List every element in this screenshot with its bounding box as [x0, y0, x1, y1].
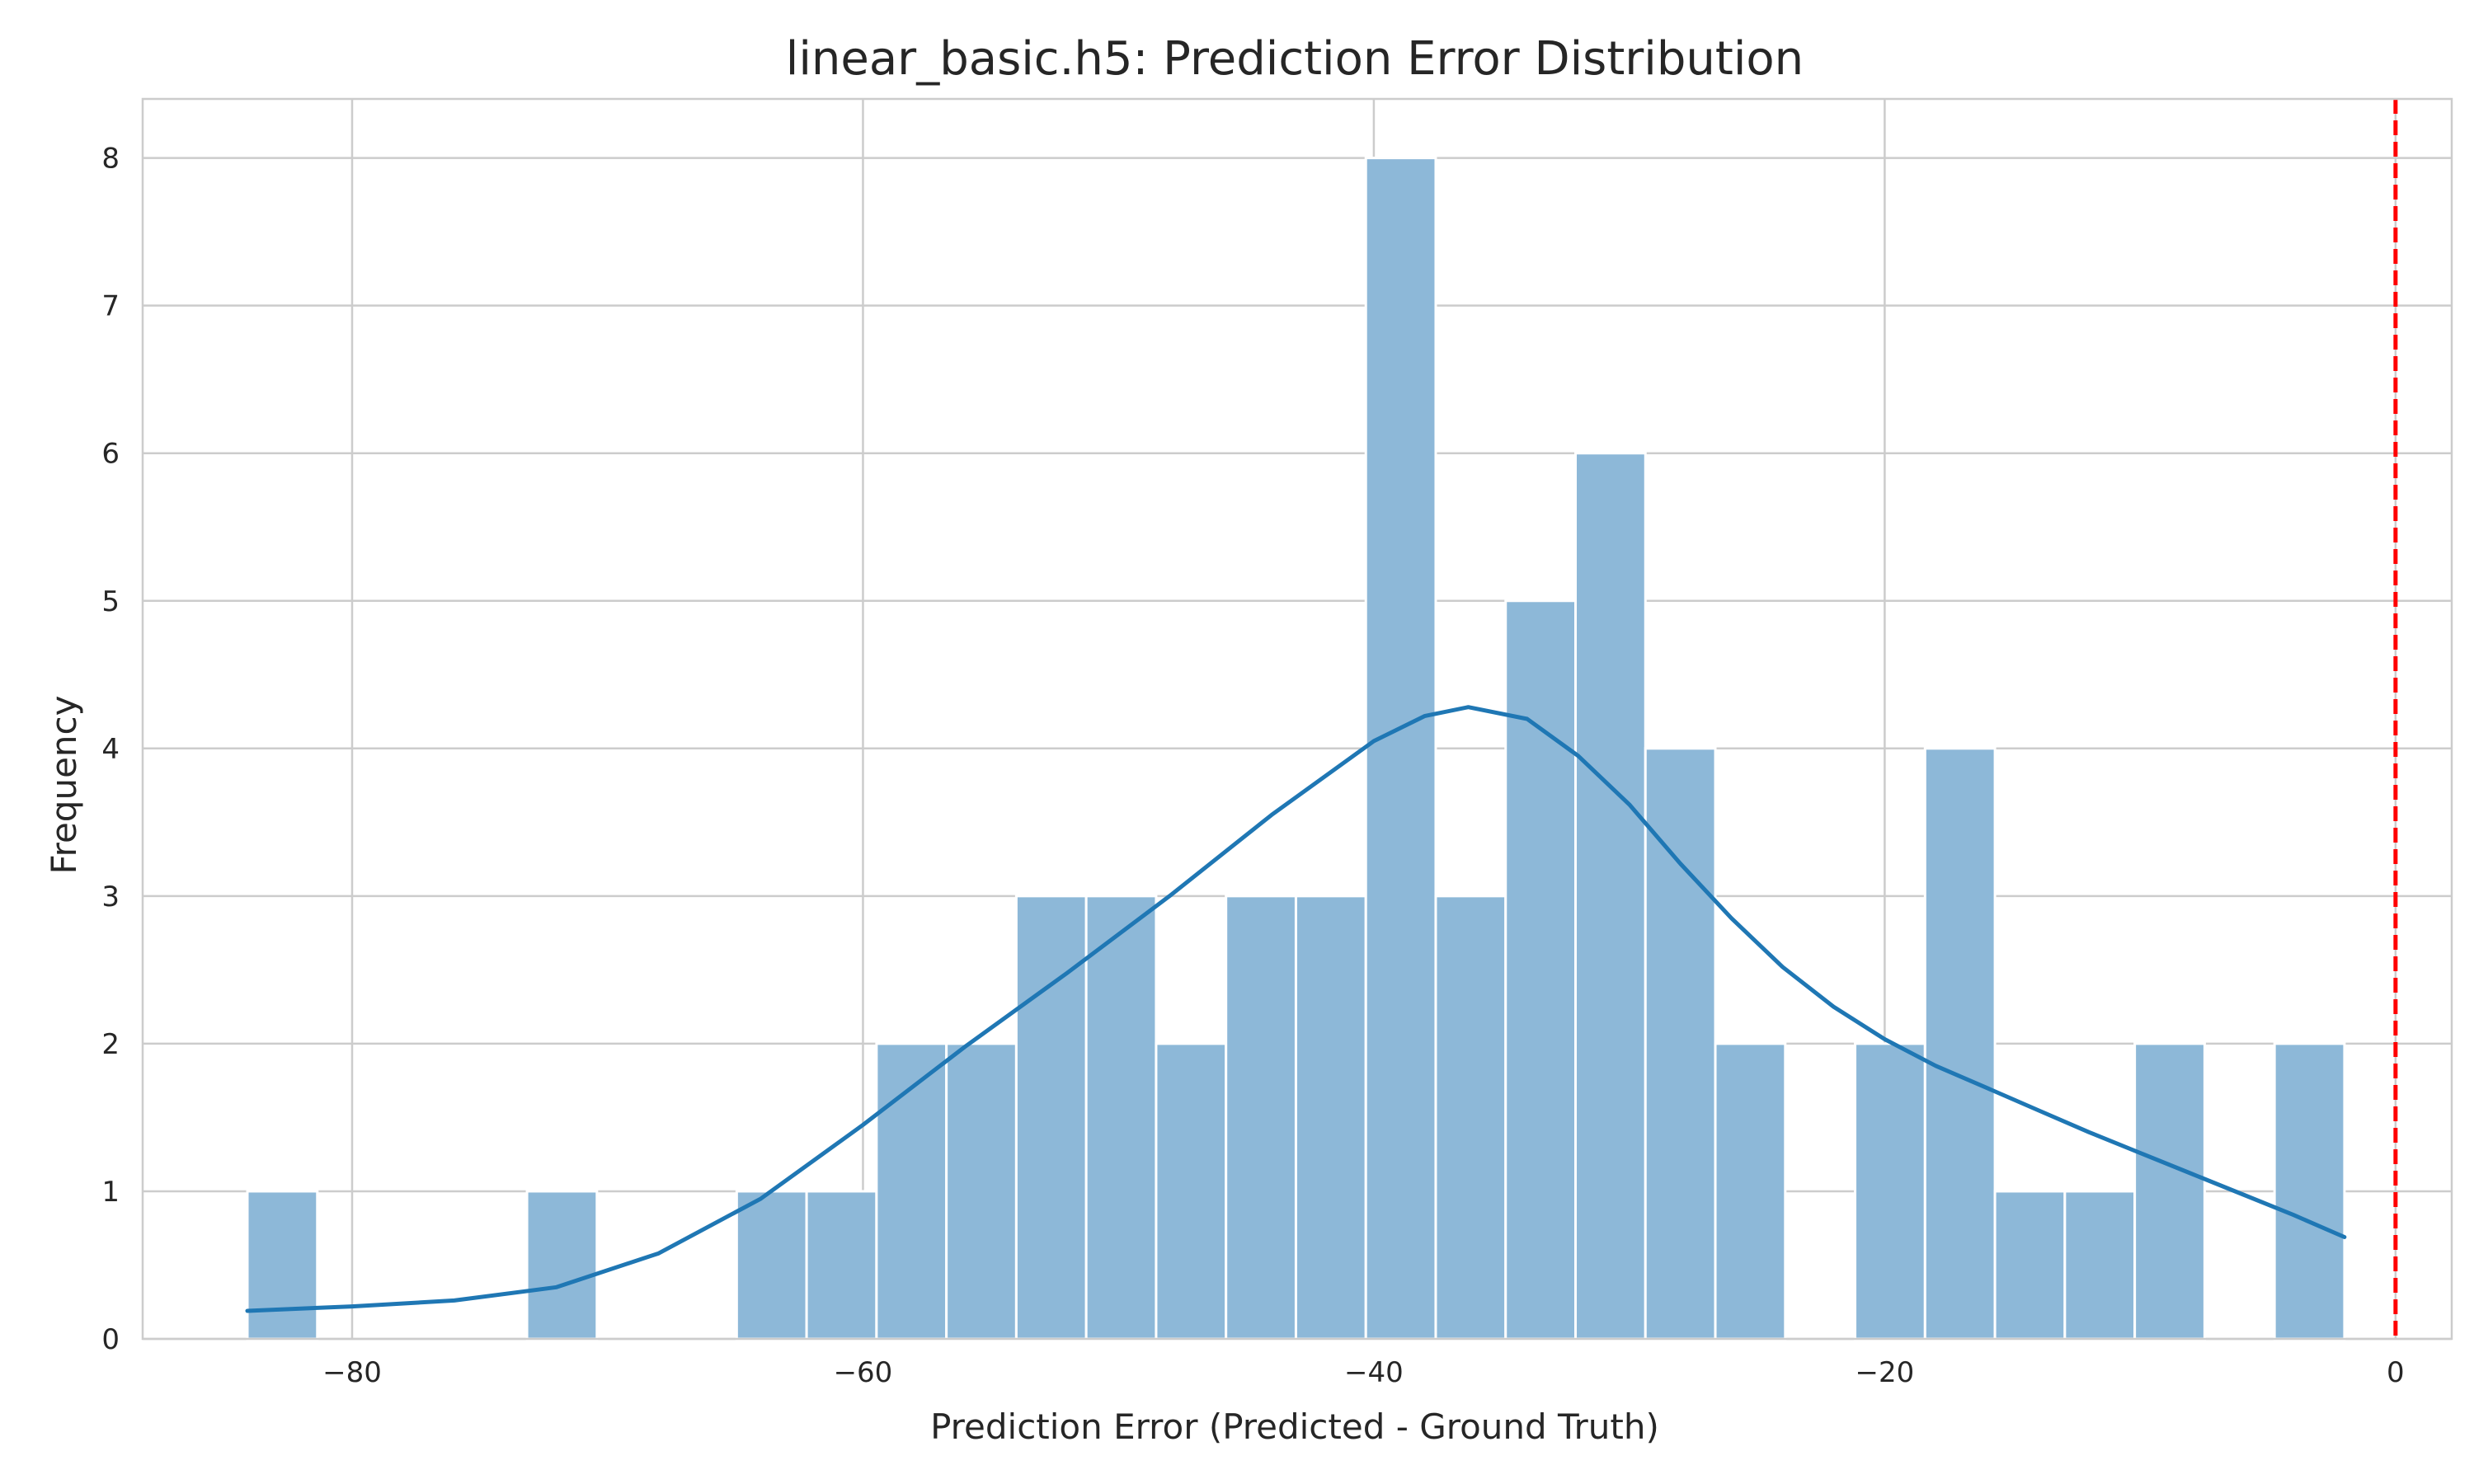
plot-border: [141, 97, 2453, 1341]
histogram-bar: [1364, 157, 1437, 1341]
histogram-bar: [805, 1190, 878, 1341]
histogram-bar: [1714, 1042, 1787, 1341]
plot-frame: [141, 97, 2453, 1341]
histogram-bar: [1434, 895, 1507, 1341]
histogram-bar: [1993, 1190, 2067, 1341]
y-tick-label: 0: [101, 1323, 120, 1356]
x-axis-ticks: −80 −60 −40 −20 0: [322, 1356, 2405, 1389]
histogram-bar: [2273, 1042, 2346, 1341]
histogram-bar: [1294, 895, 1367, 1341]
histogram-bar: [2063, 1190, 2137, 1341]
x-tick-label: −40: [1344, 1356, 1404, 1389]
kde-layer: [245, 705, 2347, 1313]
histogram-bar: [1155, 1042, 1228, 1341]
histogram-bar: [1644, 747, 1717, 1341]
y-tick-label: 7: [101, 290, 120, 323]
y-axis-ticks: 0 1 2 3 4 5 6 7 8: [101, 143, 120, 1356]
histogram-bar: [1574, 452, 1647, 1341]
histogram-bar: [1084, 895, 1158, 1341]
histogram-bar: [1854, 1042, 1926, 1341]
histogram-bar: [1014, 895, 1088, 1341]
histogram-bar: [945, 1042, 1018, 1341]
x-axis-label: Prediction Error (Predicted - Ground Tru…: [930, 1407, 1659, 1447]
y-tick-label: 6: [101, 438, 120, 471]
y-tick-label: 4: [101, 733, 120, 766]
histogram-bar: [1504, 599, 1578, 1341]
histogram-bar: [2133, 1042, 2206, 1341]
chart-title: linear_basic.h5: Prediction Error Distri…: [786, 32, 1804, 86]
y-tick-label: 8: [101, 143, 120, 176]
histogram-bars: [246, 157, 2346, 1341]
histogram-bar: [735, 1190, 808, 1341]
x-tick-label: −20: [1856, 1356, 1915, 1389]
y-tick-label: 2: [101, 1028, 120, 1061]
x-tick-label: −80: [322, 1356, 382, 1389]
histogram-bar: [1225, 895, 1297, 1341]
x-tick-label: −60: [834, 1356, 893, 1389]
histogram-bar: [1923, 747, 1997, 1341]
kde-curve: [245, 705, 2347, 1313]
y-tick-label: 1: [101, 1176, 120, 1209]
y-tick-label: 3: [101, 881, 120, 913]
histogram-bar: [525, 1190, 599, 1341]
y-tick-label: 5: [101, 585, 120, 618]
y-axis-label: Frequency: [44, 696, 84, 875]
histogram-bar: [246, 1190, 319, 1341]
x-tick-label: 0: [2387, 1356, 2405, 1389]
